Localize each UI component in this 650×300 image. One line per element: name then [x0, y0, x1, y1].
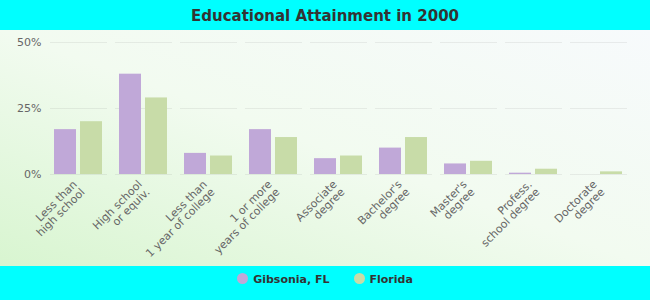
svg-text:Master'sdegree: Master'sdegree	[428, 178, 478, 228]
svg-text:High schoolor equiv.: High schoolor equiv.	[90, 178, 152, 240]
svg-text:Doctoratedegree: Doctoratedegree	[552, 178, 608, 234]
svg-text:Profess.school degree: Profess.school degree	[471, 178, 543, 250]
svg-text:Less than1 year of college: Less than1 year of college	[135, 178, 217, 260]
svg-text:0%: 0%	[24, 168, 41, 181]
svg-text:25%: 25%	[17, 102, 41, 115]
svg-text:Associatedegree: Associatedegree	[293, 178, 347, 232]
svg-text:50%: 50%	[17, 36, 41, 49]
svg-text:1 or moreyears of college: 1 or moreyears of college	[204, 178, 283, 257]
html-text:Gibsonia, FL: Gibsonia, FL	[253, 273, 330, 286]
html-text:Florida: Florida	[369, 273, 413, 286]
svg-text:Less thanhigh school: Less thanhigh school	[26, 178, 87, 239]
svg-text:Bachelor'sdegree: Bachelor'sdegree	[355, 178, 413, 236]
html-text:Educational Attainment in 2000: Educational Attainment in 2000	[191, 7, 459, 25]
